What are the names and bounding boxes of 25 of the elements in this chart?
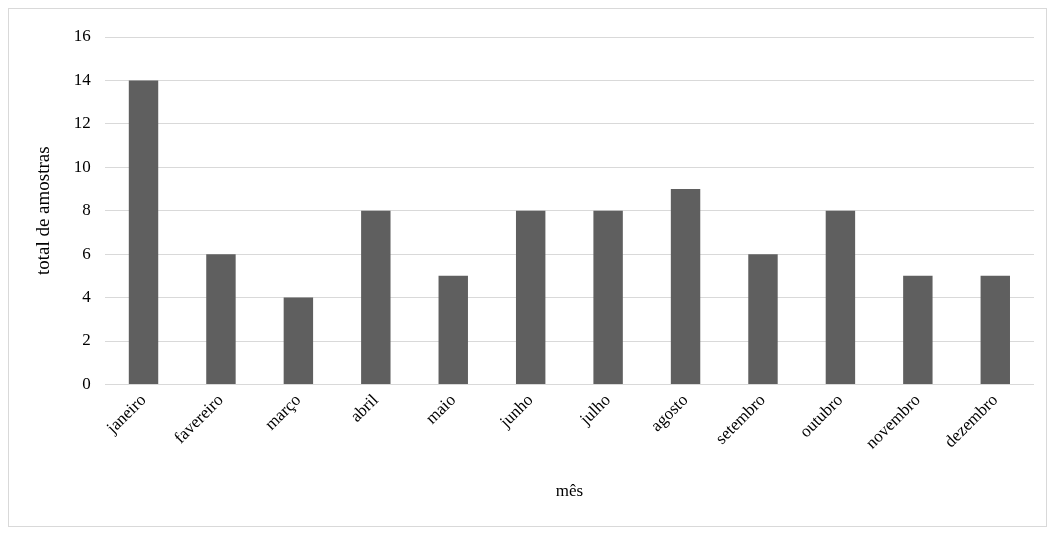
- y-tick-label: 10: [73, 156, 91, 176]
- bar: [903, 275, 933, 384]
- y-tick-label: 2: [82, 330, 91, 350]
- bar: [361, 210, 391, 384]
- bar: [670, 189, 701, 384]
- y-tick-label: 0: [82, 373, 91, 393]
- bar: [438, 275, 468, 384]
- bar: [206, 254, 236, 384]
- bar: [515, 210, 546, 384]
- y-axis-title: total de amostras: [32, 146, 54, 276]
- y-tick-label: 14: [73, 69, 92, 89]
- x-tick-label: maio: [421, 390, 460, 428]
- y-tick-label: 6: [82, 243, 91, 263]
- y-tick-label: 8: [82, 200, 91, 220]
- bar: [128, 80, 159, 384]
- bar: [593, 210, 623, 384]
- bar: [748, 254, 778, 384]
- x-axis-title: mês: [555, 481, 584, 501]
- y-tick-label: 4: [82, 287, 92, 307]
- x-tick-label: abril: [346, 390, 382, 426]
- bar: [825, 210, 856, 384]
- bar: [283, 297, 314, 384]
- bar: [980, 275, 1010, 384]
- y-tick-label: 16: [73, 26, 91, 46]
- y-tick-label: 12: [73, 113, 91, 133]
